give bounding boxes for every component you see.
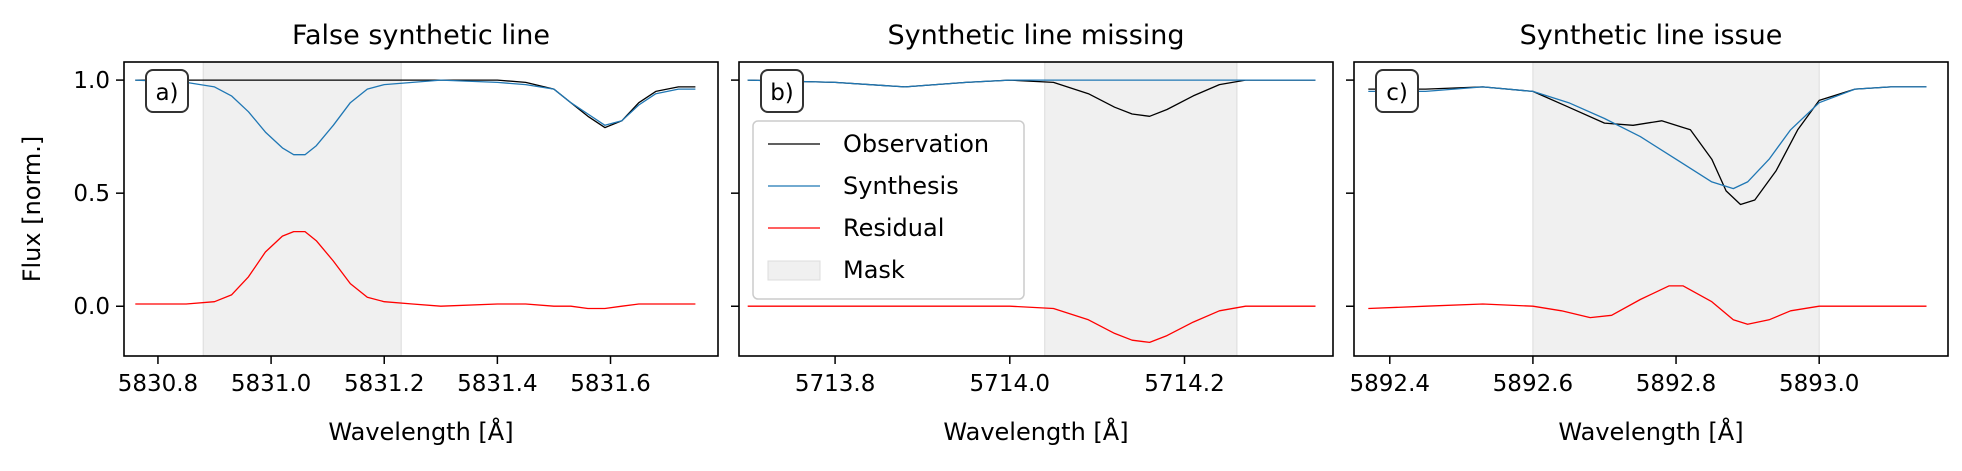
panel-a-xlabel: Wavelength [Å] — [328, 417, 513, 446]
panel-a: False synthetic line 5830.8 5831.0 5831.2 5… — [73, 20, 719, 446]
panel-a-series-layer — [135, 79, 696, 310]
legend-mask-label: Mask — [843, 256, 905, 284]
panel-b: Synthetic line missing 5713.8 5714.0 5714.… — [731, 20, 1334, 446]
panel-a-yticks: 0.0 0.5 1.0 — [73, 68, 124, 320]
panel-c: Synthetic line issue 5892.4 5892.6 5892.8 5… — [1346, 20, 1949, 446]
panel-b-label-box — [760, 69, 804, 113]
panel-a-xtick-label: 5831.4 — [457, 371, 537, 397]
panel-a-frame — [123, 61, 719, 357]
y-axis-label: Flux [norm.] — [18, 136, 46, 283]
panel-c-label-box — [1375, 69, 1419, 113]
panel-c-label: c) — [1386, 80, 1408, 106]
panel-c-xtick-label: 5893.0 — [1779, 371, 1859, 397]
panel-c-synthesis-line — [1368, 86, 1927, 190]
panel-b-title: Synthetic line missing — [887, 20, 1184, 51]
panel-b-xtick-label: 5714.0 — [970, 371, 1050, 397]
panel-b-yticks — [731, 79, 739, 307]
legend-mask-swatch — [767, 260, 821, 281]
panel-b-residual-line — [747, 305, 1316, 344]
panel-c-title: Synthetic line issue — [1520, 20, 1783, 51]
panel-c-xtick-label: 5892.6 — [1493, 371, 1573, 397]
panel-b-xlabel: Wavelength [Å] — [943, 417, 1128, 446]
panel-a-mask-region — [202, 61, 402, 357]
panel-b-xtick-label: 5714.2 — [1144, 371, 1224, 397]
legend-observation-label: Observation — [843, 130, 989, 158]
panel-a-label-box — [145, 69, 189, 113]
panel-b-label: b) — [770, 80, 794, 106]
panel-b-mask-layer — [1044, 61, 1238, 357]
legend-synthesis-label: Synthesis — [843, 172, 959, 200]
panel-c-frame — [1353, 61, 1949, 357]
panel-a-residual-line — [135, 230, 696, 310]
panel-c-xtick-label: 5892.4 — [1350, 371, 1430, 397]
panel-a-ytick-label: 0.0 — [73, 294, 110, 320]
panel-b-frame — [738, 61, 1334, 357]
panel-c-xticks: 5892.4 5892.6 5892.8 5893.0 — [1350, 356, 1859, 397]
panel-a-ytick-label: 1.0 — [73, 68, 110, 94]
panel-a-observation-line — [135, 79, 696, 129]
panel-c-residual-line — [1368, 285, 1927, 325]
panel-a-xtick-label: 5830.8 — [118, 371, 198, 397]
legend-box — [752, 120, 1025, 300]
panel-b-series-layer — [747, 79, 1316, 344]
panel-a-xtick-label: 5831.0 — [231, 371, 311, 397]
panel-a-xtick-label: 5831.6 — [570, 371, 650, 397]
panel-c-xtick-label: 5892.8 — [1636, 371, 1716, 397]
panel-c-xlabel: Wavelength [Å] — [1558, 417, 1743, 446]
panel-a-ytick-label: 0.5 — [73, 181, 110, 207]
panel-b-xtick-label: 5713.8 — [795, 371, 875, 397]
panel-a-mask-layer — [202, 61, 402, 357]
panel-a-synthesis-line — [135, 79, 696, 156]
panel-b-xticks: 5713.8 5714.0 5714.2 — [795, 356, 1225, 397]
panel-b-mask-region — [1044, 61, 1238, 357]
legend: Observation Synthesis Residual Mask — [752, 120, 1025, 300]
panel-a-title: False synthetic line — [292, 20, 550, 51]
panel-c-series-layer — [1368, 86, 1927, 325]
legend-residual-label: Residual — [843, 214, 944, 242]
panel-a-xtick-label: 5831.2 — [344, 371, 424, 397]
panel-c-yticks — [1346, 79, 1354, 307]
panel-b-synthesis-line — [747, 79, 1316, 88]
panel-a-xticks: 5830.8 5831.0 5831.2 5831.4 5831.6 — [118, 356, 651, 397]
panel-a-label: a) — [155, 80, 178, 106]
